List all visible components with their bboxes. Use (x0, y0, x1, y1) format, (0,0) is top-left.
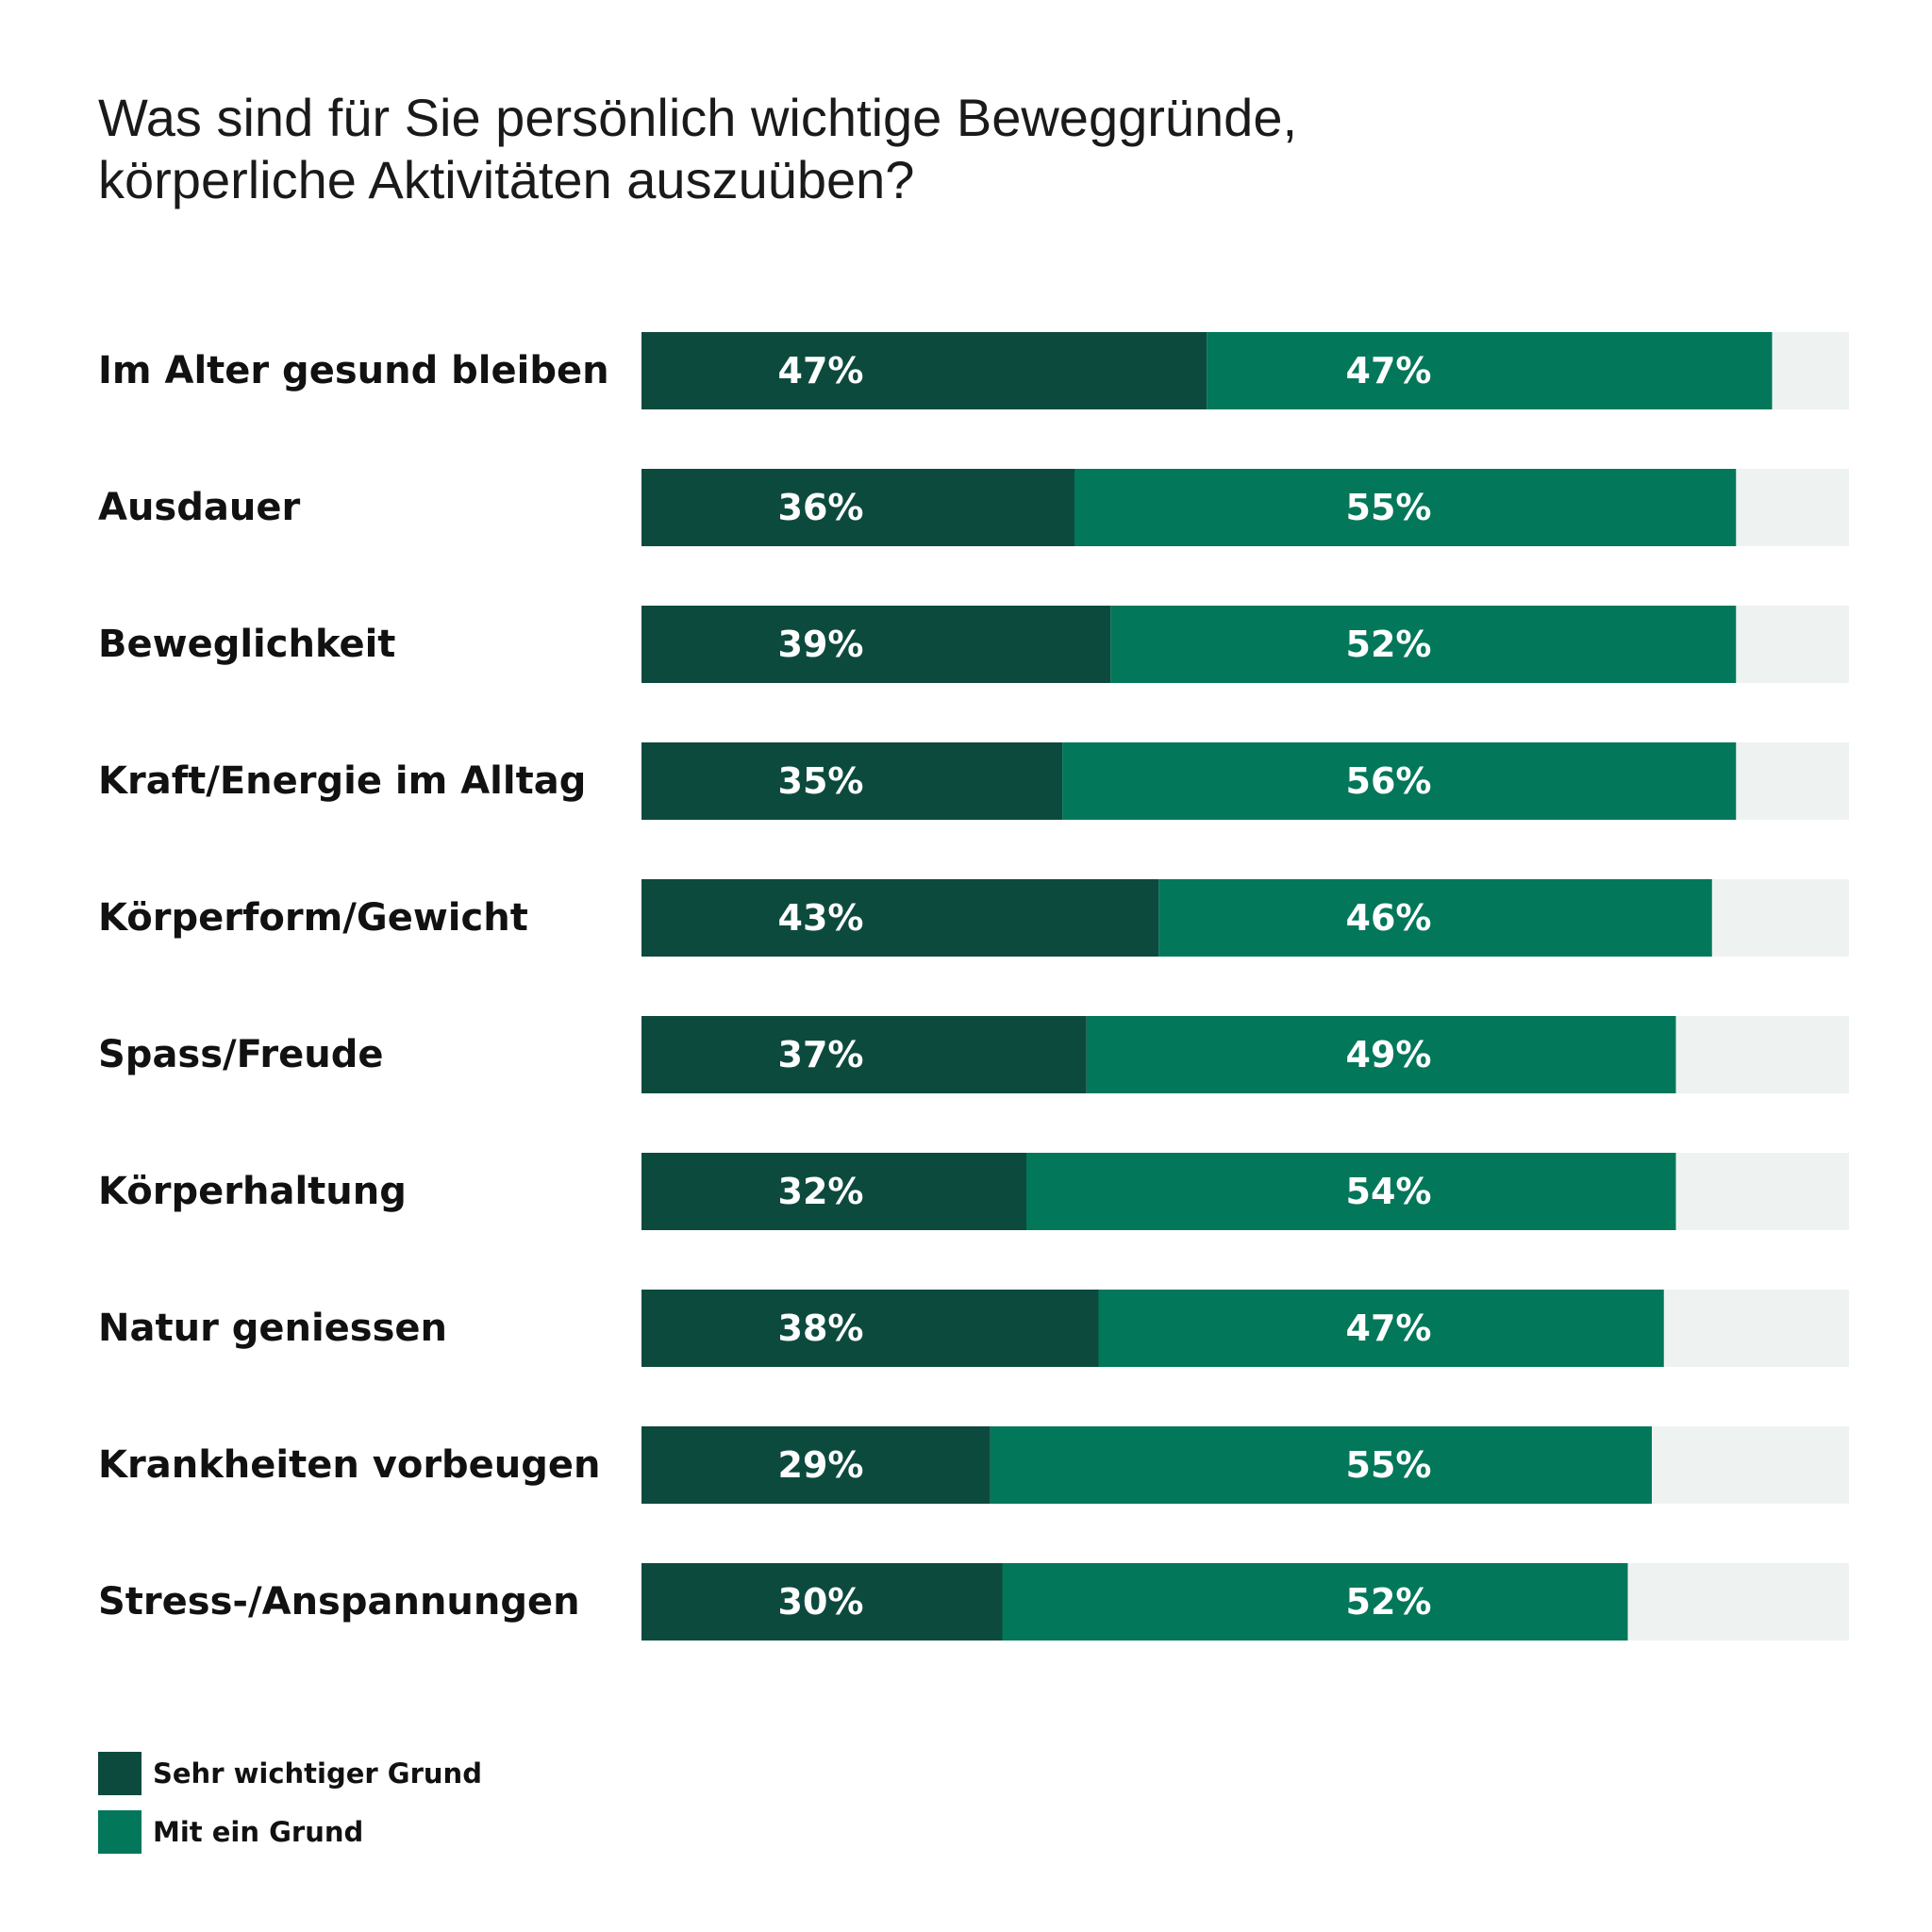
bar-segment-mit-ein-grund (990, 1426, 1652, 1504)
chart-title: Was sind für Sie persönlich wichtige Bew… (98, 87, 1796, 211)
category-label: Ausdauer (98, 486, 300, 529)
value-label-mit-ein-grund: 56% (1346, 760, 1432, 802)
chart-title-line-2: körperliche Aktivitäten auszuüben? (98, 150, 915, 209)
bar-segment-sehr-wichtig (641, 742, 1063, 820)
value-label-mit-ein-grund: 47% (1346, 1307, 1432, 1349)
value-label-mit-ein-grund: 54% (1346, 1171, 1432, 1212)
category-label: Im Alter gesund bleiben (98, 349, 609, 392)
bar-segment-sehr-wichtig (641, 1016, 1087, 1093)
legend-label-sehr-wichtig: Sehr wichtiger Grund (153, 1757, 482, 1790)
bar-segment-mit-ein-grund (1098, 1290, 1664, 1367)
bar-segment-mit-ein-grund (1026, 1153, 1676, 1230)
category-label: Krankheiten vorbeugen (98, 1443, 601, 1487)
value-label-mit-ein-grund: 47% (1346, 350, 1432, 391)
value-label-mit-ein-grund: 49% (1346, 1034, 1432, 1075)
category-label: Beweglichkeit (98, 623, 395, 666)
bar-segment-mit-ein-grund (1002, 1563, 1628, 1641)
category-label: Kraft/Energie im Alltag (98, 759, 586, 803)
value-label-mit-ein-grund: 46% (1346, 897, 1432, 939)
bar-segment-sehr-wichtig (641, 332, 1208, 409)
value-label-sehr-wichtig: 43% (778, 897, 864, 939)
bar-segment-sehr-wichtig (641, 879, 1159, 957)
bar-segment-sehr-wichtig (641, 1290, 1099, 1367)
value-label-mit-ein-grund: 55% (1346, 1444, 1432, 1486)
legend-item-sehr-wichtig: Sehr wichtiger Grund (98, 1751, 482, 1796)
bar-segment-sehr-wichtig (641, 1563, 1003, 1641)
value-label-sehr-wichtig: 35% (778, 760, 864, 802)
category-label: Natur geniessen (98, 1307, 447, 1350)
value-label-sehr-wichtig: 47% (778, 350, 864, 391)
value-label-mit-ein-grund: 55% (1346, 487, 1432, 528)
value-label-sehr-wichtig: 37% (778, 1034, 864, 1075)
value-label-sehr-wichtig: 36% (778, 487, 864, 528)
bar-segment-mit-ein-grund (1074, 469, 1737, 546)
category-label: Spass/Freude (98, 1033, 384, 1076)
bar-segment-mit-ein-grund (1086, 1016, 1676, 1093)
value-label-mit-ein-grund: 52% (1346, 1581, 1432, 1623)
bar-segment-mit-ein-grund (1110, 606, 1737, 683)
chart-title-line-1: Was sind für Sie persönlich wichtige Bew… (98, 88, 1298, 147)
value-label-sehr-wichtig: 29% (778, 1444, 864, 1486)
legend-item-mit-ein-grund: Mit ein Grund (98, 1809, 482, 1855)
value-label-sehr-wichtig: 38% (778, 1307, 864, 1349)
value-label-sehr-wichtig: 39% (778, 624, 864, 665)
value-label-sehr-wichtig: 32% (778, 1171, 864, 1212)
legend-swatch-sehr-wichtig (98, 1752, 142, 1795)
bar-segment-mit-ein-grund (1062, 742, 1737, 820)
legend-label-mit-ein-grund: Mit ein Grund (153, 1816, 364, 1848)
category-label: Stress-/Anspannungen (98, 1580, 580, 1624)
bar-segment-mit-ein-grund (1207, 332, 1773, 409)
category-label: Körperhaltung (98, 1170, 407, 1213)
legend-swatch-mit-ein-grund (98, 1810, 142, 1854)
legend: Sehr wichtiger Grund Mit ein Grund (98, 1751, 482, 1868)
bar-segment-sehr-wichtig (641, 469, 1074, 546)
bar-segment-sehr-wichtig (641, 606, 1111, 683)
value-label-sehr-wichtig: 30% (778, 1581, 864, 1623)
category-label: Körperform/Gewicht (98, 896, 528, 940)
bar-segment-mit-ein-grund (1158, 879, 1712, 957)
value-label-mit-ein-grund: 52% (1346, 624, 1432, 665)
bar-segment-sehr-wichtig (641, 1426, 991, 1504)
bar-segment-sehr-wichtig (641, 1153, 1026, 1230)
